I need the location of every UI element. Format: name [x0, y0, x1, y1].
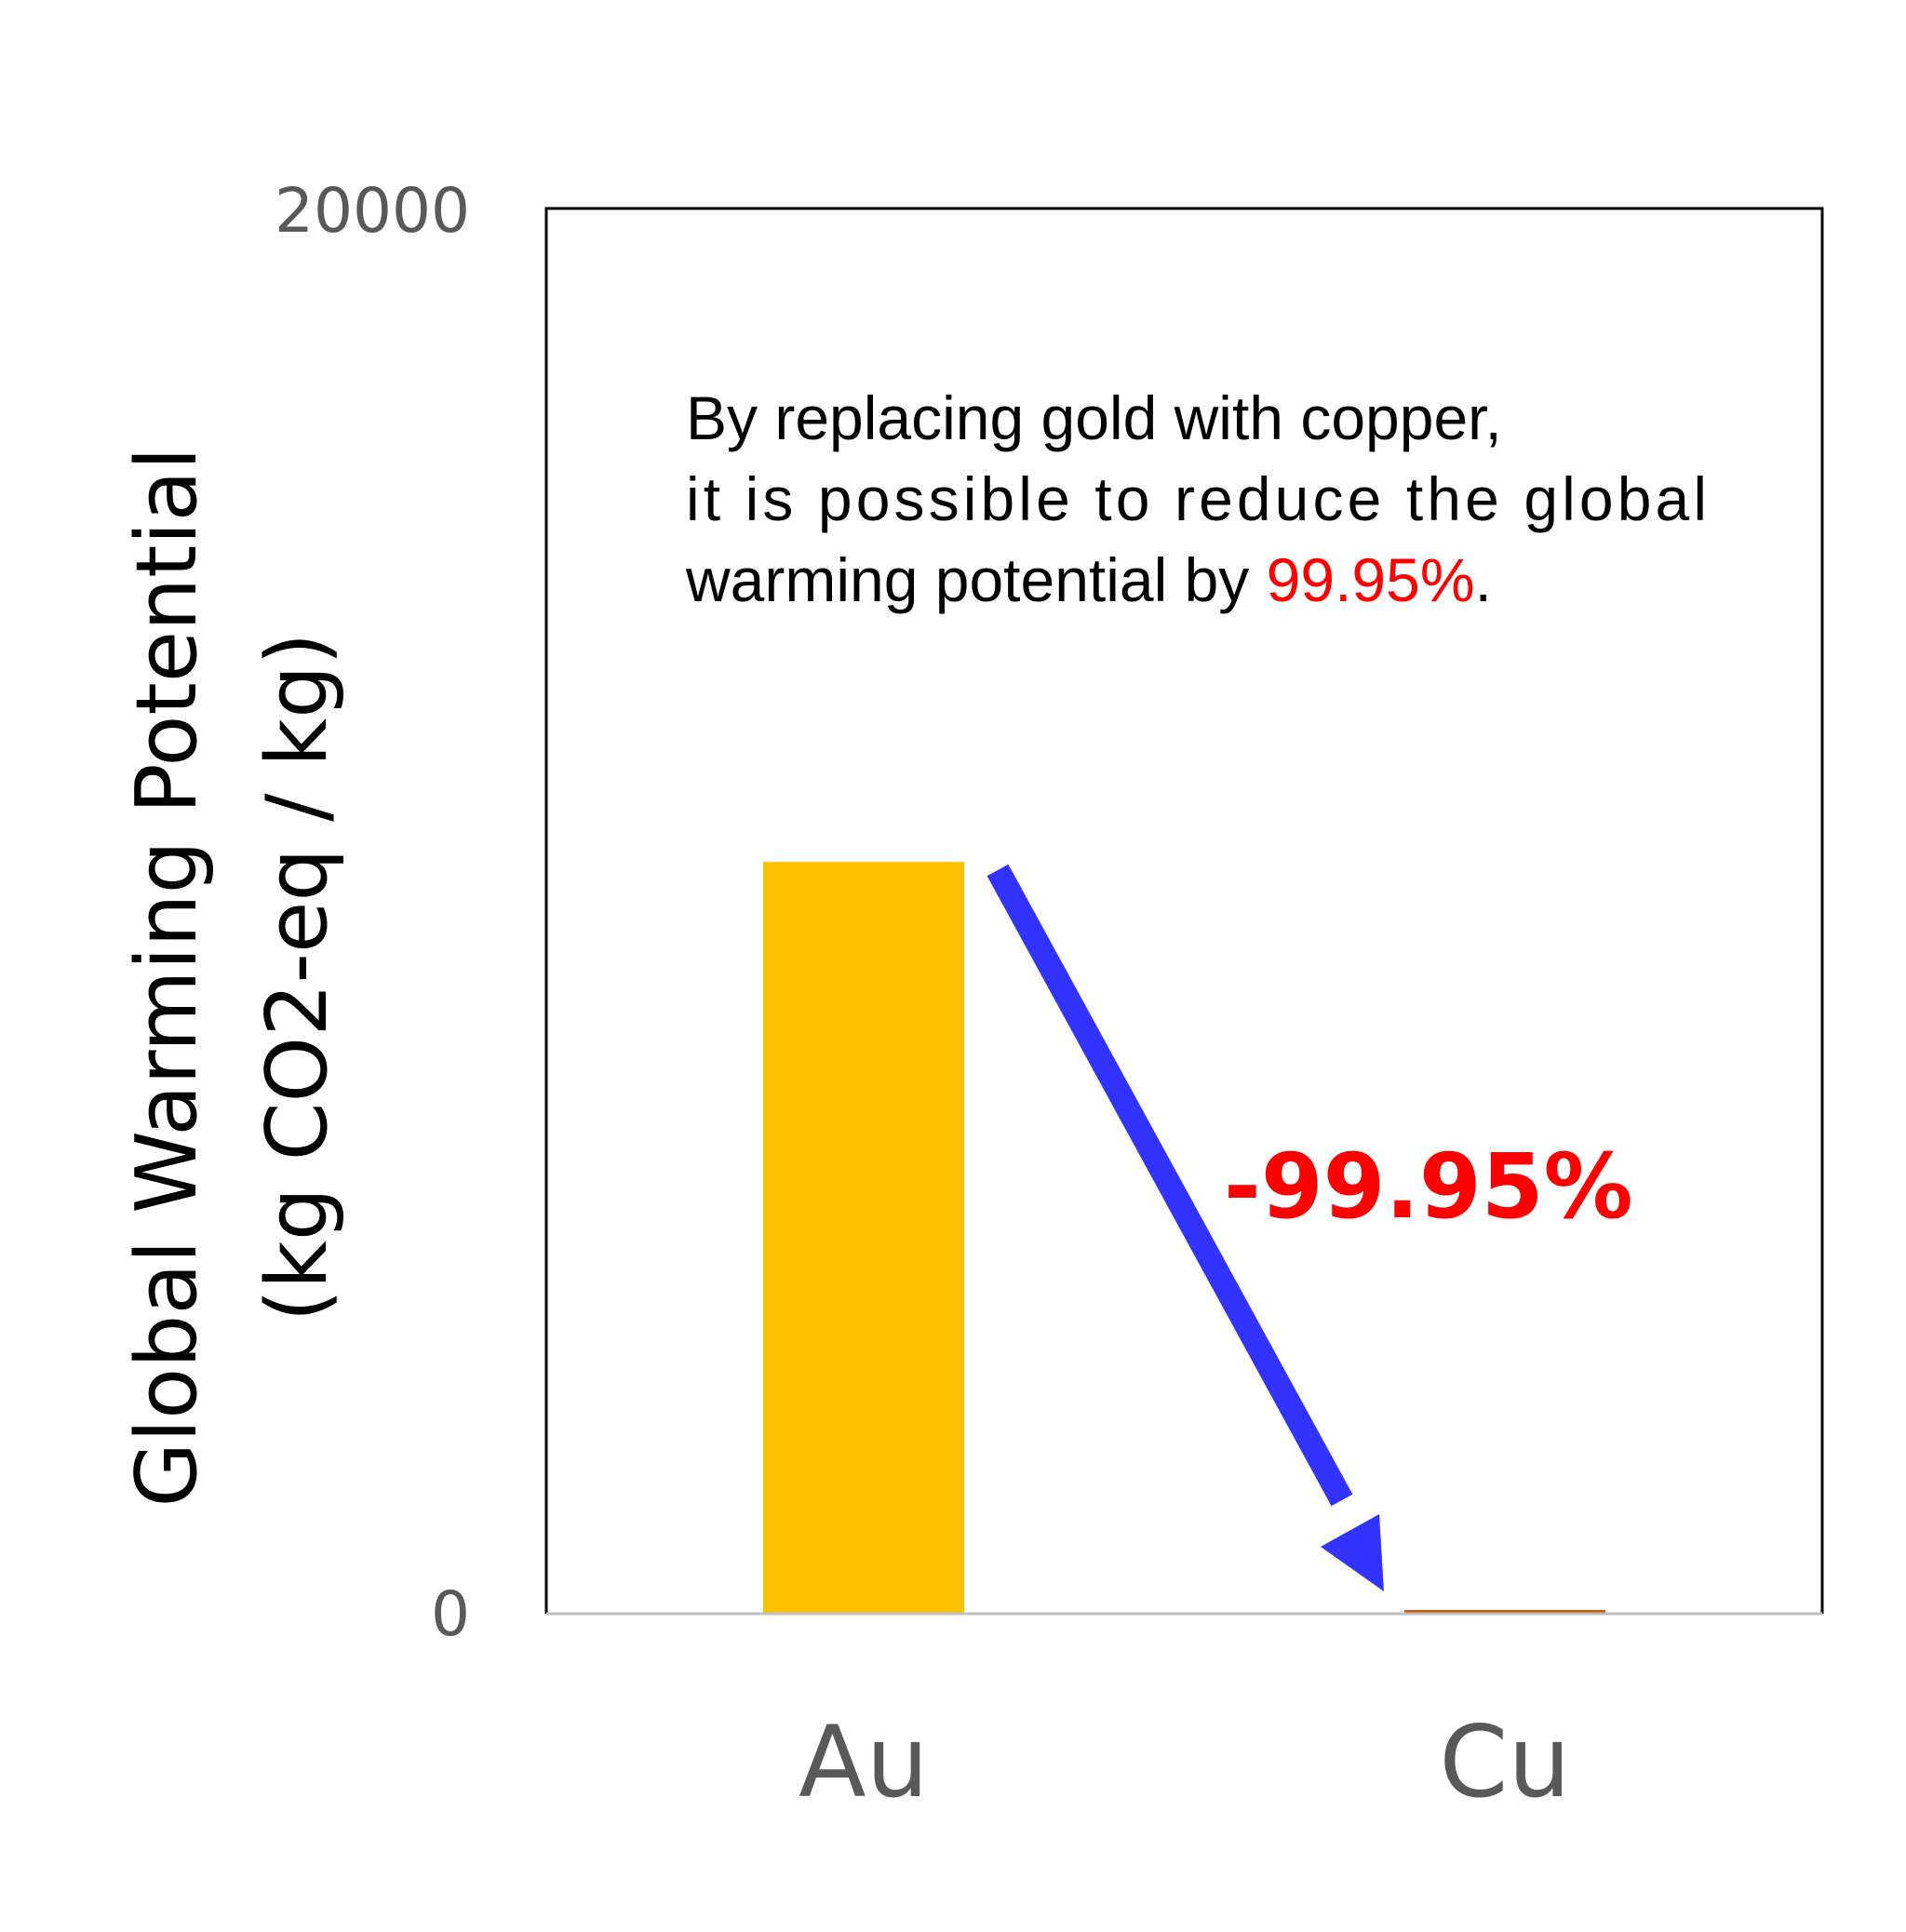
- plot-frame: [544, 207, 1824, 1614]
- bar-cu: [1404, 1610, 1605, 1614]
- annotation-line-1: By replacing gold with copper,: [686, 383, 1502, 452]
- y-axis-label-line2: (kg CO2-eq / kg): [248, 633, 346, 1322]
- annotation-line-3: warming potential by 99.95%.: [685, 545, 1492, 614]
- x-tick-label-au: Au: [799, 1705, 929, 1819]
- reduction-arrow-head: [1321, 1514, 1384, 1591]
- annotation-line-3-end: .: [1475, 545, 1492, 614]
- x-tick-label-cu: Cu: [1439, 1705, 1570, 1819]
- y-axis-label-line1: Global Warming Potential: [118, 447, 216, 1507]
- bars-group: [763, 862, 1605, 1614]
- bar-au: [763, 862, 964, 1614]
- y-tick-label-min: 0: [431, 1578, 470, 1650]
- reduction-label: -99.95%: [1224, 1134, 1633, 1239]
- annotation-highlight-percent: 99.95%: [1267, 545, 1475, 614]
- annotation-line-3-start: warming potential by: [685, 545, 1267, 614]
- y-tick-label-max: 20000: [275, 175, 470, 247]
- reduction-arrow-shaft: [987, 864, 1353, 1507]
- annotation-line-2: it is possible to reduce the global: [686, 464, 1707, 533]
